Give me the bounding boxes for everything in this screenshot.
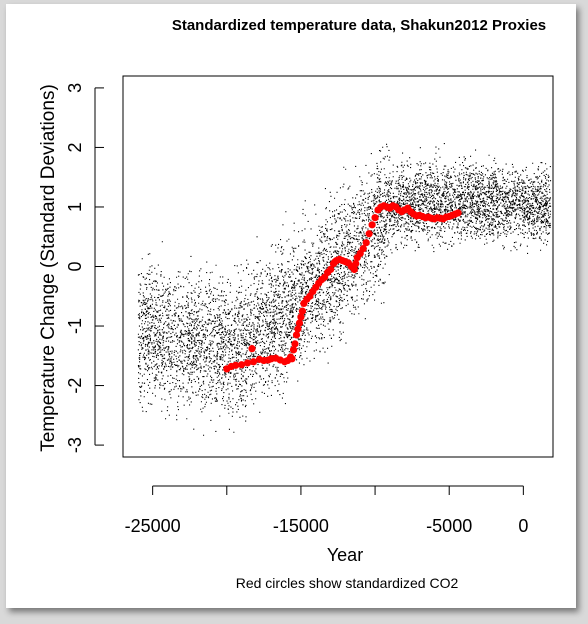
chart-title: Standardized temperature data, Shakun201… [172,17,546,34]
y-tick-label: 2 [65,142,85,152]
co2-points [223,202,462,373]
co2-point [362,239,370,247]
co2-point [454,209,462,217]
y-tick-label: -1 [65,318,85,334]
co2-point [359,245,367,253]
co2-point [292,331,301,339]
x-tick-label: -25000 [125,516,181,536]
proxy-dots [137,143,552,436]
co2-point [238,361,246,369]
co2-point [288,355,296,363]
co2-point [291,340,299,348]
x-tick-label: -15000 [273,516,329,536]
co2-point [365,230,373,238]
x-tick-label: -5000 [426,516,472,536]
scatter-chart: Standardized temperature data, Shakun201… [38,17,554,591]
co2-point [368,221,376,229]
co2-point [297,313,305,321]
plot-box [122,75,554,458]
co2-point [289,346,298,354]
x-axis: -25000 -15000 -5000 0 [125,485,528,536]
proxy-points [137,143,552,436]
y-tick-label: 0 [65,261,85,271]
co2-point [248,345,256,353]
co2-point [371,214,379,222]
y-tick-label: 1 [65,202,85,212]
co2-point [298,307,307,315]
x-axis-label: Year [327,545,363,565]
y-axis: -3 -2 -1 0 1 2 3 [65,83,104,453]
y-tick-label: 3 [65,83,85,93]
co2-note: Red circles show standardized CO2 [236,575,459,591]
y-axis-label: Temperature Change (Standard Deviations) [38,84,59,452]
co2-point [232,361,240,369]
co2-point [249,358,258,366]
co2-point [352,259,360,268]
co2-point [294,325,302,333]
co2-point [350,265,358,274]
y-tick-label: -2 [65,378,85,394]
co2-point [243,359,252,367]
co2-point [326,265,335,274]
x-tick-label: 0 [518,516,528,536]
co2-point [295,319,304,327]
chart-frame: Standardized temperature data, Shakun201… [6,4,576,608]
co2-point [331,258,339,266]
y-tick-label: -3 [65,437,85,453]
